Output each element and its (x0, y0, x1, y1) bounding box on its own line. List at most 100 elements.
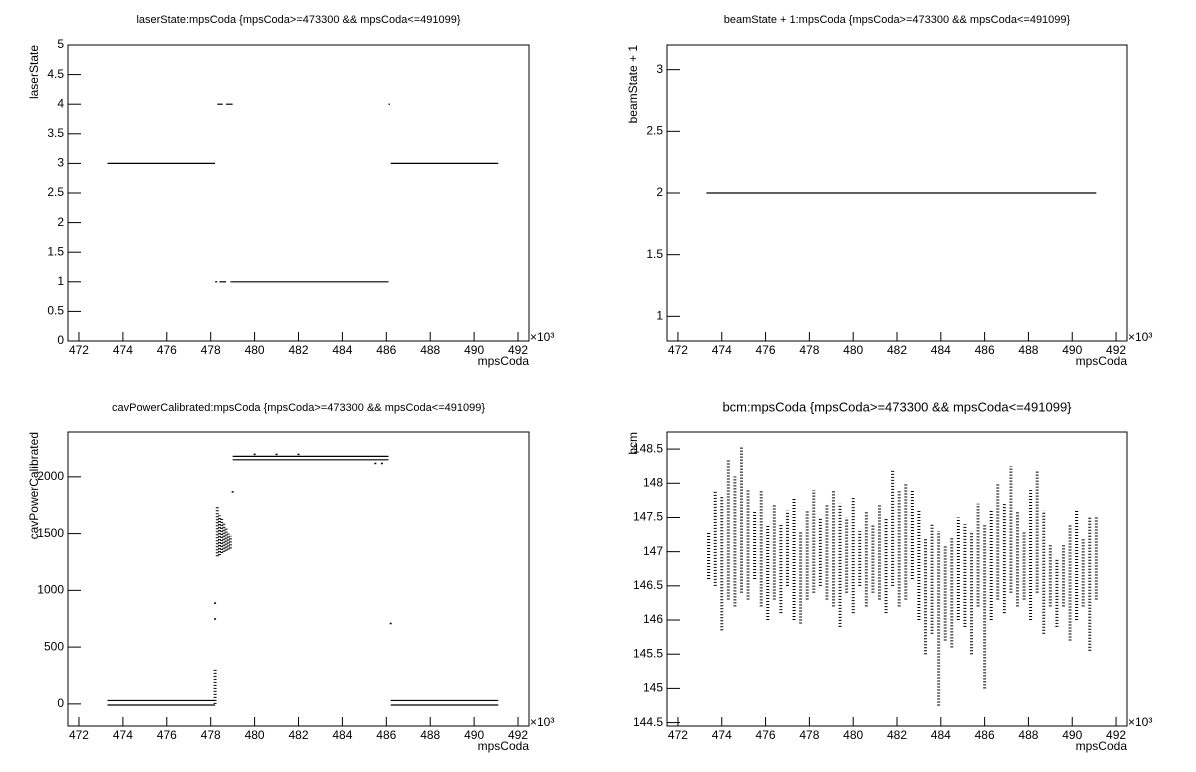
x-tick-label: 474 (113, 343, 133, 357)
y-tick-label: 4 (57, 96, 64, 110)
y-axis-label: laserState (27, 45, 41, 99)
x-tick-label: 490 (464, 343, 484, 357)
x-tick-label: 472 (668, 343, 688, 357)
x-tick-label: 486 (975, 343, 995, 357)
x-tick-label: 472 (69, 728, 89, 742)
y-tick-label: 148 (643, 475, 663, 489)
data-point (275, 453, 278, 456)
x-tick-label: 486 (376, 728, 396, 742)
x-tick-label: 472 (668, 728, 688, 742)
y-tick-label: 1500 (37, 526, 64, 540)
x-tick-label: 472 (69, 343, 89, 357)
data-point (374, 462, 377, 465)
y-tick-label: 2 (656, 185, 663, 199)
x-tick-label: 484 (332, 728, 352, 742)
x-multiplier: ×10³ (530, 715, 554, 729)
x-tick-label: 476 (157, 728, 177, 742)
x-tick-label: 484 (332, 343, 352, 357)
y-tick-label: 1.5 (646, 247, 663, 261)
chart-title: beamState + 1:mpsCoda {mpsCoda>=473300 &… (724, 14, 1071, 26)
x-tick-label: 474 (712, 728, 732, 742)
y-tick-label: 5 (57, 37, 64, 51)
x-tick-label: 482 (887, 728, 907, 742)
data-point (231, 491, 234, 493)
x-tick-label: 480 (245, 728, 265, 742)
y-tick-label: 1 (57, 274, 64, 288)
x-tick-label: 490 (464, 728, 484, 742)
data-point (214, 618, 217, 620)
y-tick-label: 1.5 (47, 244, 64, 258)
y-tick-label: 3.5 (47, 126, 64, 140)
x-tick-label: 482 (288, 343, 308, 357)
x-tick-label: 478 (799, 343, 819, 357)
data-point (389, 622, 392, 625)
y-tick-label: 3 (57, 156, 64, 170)
x-tick-label: 486 (376, 343, 396, 357)
y-tick-label: 147 (643, 544, 663, 558)
x-axis-label: mpsCoda (1076, 354, 1128, 368)
x-tick-label: 484 (931, 728, 951, 742)
y-tick-label: 2000 (37, 469, 64, 483)
x-tick-label: 492 (508, 343, 528, 357)
y-tick-label: 0 (57, 333, 64, 347)
y-tick-label: 146.5 (633, 578, 663, 592)
y-tick-label: 3 (656, 62, 663, 76)
data-point (253, 453, 256, 456)
y-axis-label: beamState + 1 (626, 45, 640, 124)
x-tick-label: 474 (712, 343, 732, 357)
plot-frame (67, 44, 530, 342)
y-tick-label: 145.5 (633, 646, 663, 660)
chart-title: cavPowerCalibrated:mpsCoda {mpsCoda>=473… (112, 402, 485, 414)
y-tick-label: 2.5 (47, 185, 64, 199)
x-tick-label: 482 (288, 728, 308, 742)
y-tick-label: 1 (656, 309, 663, 323)
x-axis-label: mpsCoda (1076, 739, 1128, 753)
x-tick-label: 490 (1062, 343, 1082, 357)
y-tick-label: 500 (44, 639, 64, 653)
x-multiplier: ×10³ (1128, 330, 1152, 344)
x-tick-label: 478 (201, 728, 221, 742)
chart-title: laserState:mpsCoda {mpsCoda>=473300 && m… (136, 14, 460, 26)
y-tick-label: 2 (57, 215, 64, 229)
y-tick-label: 145 (643, 681, 663, 695)
x-axis-label: mpsCoda (478, 739, 530, 753)
x-tick-label: 478 (799, 728, 819, 742)
y-tick-label: 146 (643, 612, 663, 626)
x-tick-label: 488 (1018, 343, 1038, 357)
y-axis-label: bcm (626, 432, 640, 455)
x-multiplier: ×10³ (1128, 715, 1152, 729)
y-tick-label: 2.5 (646, 124, 663, 138)
chart-title: bcm:mpsCoda {mpsCoda>=473300 && mpsCoda<… (722, 399, 1072, 414)
data-point (214, 602, 217, 604)
y-tick-label: 0.5 (47, 304, 64, 318)
x-tick-label: 492 (508, 728, 528, 742)
y-tick-label: 144.5 (633, 715, 663, 729)
plot-frame (67, 431, 530, 727)
x-tick-label: 488 (1018, 728, 1038, 742)
x-tick-label: 478 (201, 343, 221, 357)
x-tick-label: 476 (756, 343, 776, 357)
x-tick-label: 480 (843, 728, 863, 742)
x-tick-label: 480 (245, 343, 265, 357)
x-axis-label: mpsCoda (478, 354, 530, 368)
x-tick-label: 492 (1106, 343, 1126, 357)
x-tick-label: 490 (1062, 728, 1082, 742)
data-point (297, 453, 300, 456)
x-tick-label: 488 (420, 343, 440, 357)
data-point (380, 462, 383, 465)
x-tick-label: 476 (157, 343, 177, 357)
x-tick-label: 492 (1106, 728, 1126, 742)
x-tick-label: 480 (843, 343, 863, 357)
x-tick-label: 474 (113, 728, 133, 742)
x-tick-label: 484 (931, 343, 951, 357)
y-tick-label: 1000 (37, 583, 64, 597)
y-tick-label: 148.5 (633, 441, 663, 455)
x-tick-label: 476 (756, 728, 776, 742)
x-multiplier: ×10³ (530, 330, 554, 344)
y-tick-label: 0 (57, 696, 64, 710)
y-tick-label: 147.5 (633, 510, 663, 524)
x-tick-label: 486 (975, 728, 995, 742)
y-tick-label: 4.5 (47, 67, 64, 81)
y-axis-label: cavPowerCalibrated (27, 432, 41, 539)
